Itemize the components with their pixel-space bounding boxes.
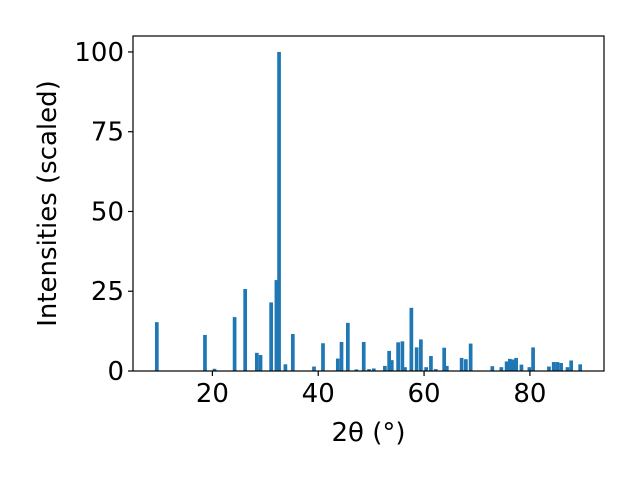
bar: [459, 357, 464, 371]
bar: [504, 361, 509, 371]
y-tick-label: 50: [91, 197, 124, 227]
bar: [442, 347, 447, 371]
bar: [389, 360, 394, 371]
bar: [403, 367, 407, 371]
bars-group: [154, 51, 583, 371]
x-axis-label: 2θ (°): [331, 418, 405, 448]
bar: [254, 352, 259, 371]
bar: [346, 322, 350, 371]
y-tick-label: 100: [74, 38, 124, 68]
x-tick-label: 60: [408, 379, 441, 409]
bar: [559, 363, 563, 371]
bar: [283, 364, 288, 371]
bar: [371, 368, 376, 371]
bar: [387, 350, 391, 371]
bar: [511, 359, 515, 371]
x-tick-label: 20: [196, 379, 229, 409]
y-tick-label: 75: [91, 118, 124, 148]
bar: [433, 369, 438, 371]
bar: [335, 358, 340, 371]
bar: [551, 362, 556, 371]
bar: [383, 365, 387, 371]
y-axis-label: Intensities (scaled): [33, 80, 63, 327]
bar: [514, 357, 518, 371]
bar: [490, 366, 495, 371]
bar: [396, 342, 400, 371]
bar: [578, 364, 583, 371]
bar: [258, 355, 263, 371]
bar: [354, 369, 359, 371]
bar: [424, 367, 429, 371]
bar: [367, 369, 371, 371]
bar: [212, 368, 217, 371]
y-axis-ticks: 0 25 50 75 100: [74, 38, 133, 387]
bar: [321, 343, 325, 371]
bar: [519, 364, 524, 371]
x-tick-label: 80: [513, 379, 546, 409]
bar: [400, 341, 405, 371]
bar: [277, 51, 281, 371]
y-tick-label: 0: [107, 357, 124, 387]
bar: [444, 365, 449, 371]
bar: [547, 366, 551, 371]
bar: [429, 356, 433, 371]
bar: [565, 367, 570, 371]
plot-frame: [132, 35, 605, 372]
bar: [527, 367, 532, 371]
x-tick-label: 40: [302, 379, 335, 409]
bar: [507, 358, 512, 371]
bar: [154, 322, 159, 371]
bar: [569, 360, 574, 371]
bar: [232, 317, 237, 371]
bar: [409, 307, 414, 371]
bar: [468, 343, 473, 371]
bar: [269, 302, 273, 371]
bar: [464, 359, 468, 371]
y-tick-label: 25: [91, 277, 124, 307]
bar: [361, 341, 366, 371]
bar: [531, 347, 535, 371]
bar: [203, 334, 207, 371]
bar: [290, 333, 295, 371]
bar: [339, 341, 344, 371]
bar: [312, 366, 316, 371]
bar: [499, 367, 504, 371]
x-axis-ticks: 20 40 60 80: [196, 371, 546, 409]
bar: [419, 339, 423, 371]
bar: [555, 362, 560, 371]
bar: [274, 280, 279, 371]
bar: [243, 289, 248, 371]
bar: [414, 347, 419, 371]
